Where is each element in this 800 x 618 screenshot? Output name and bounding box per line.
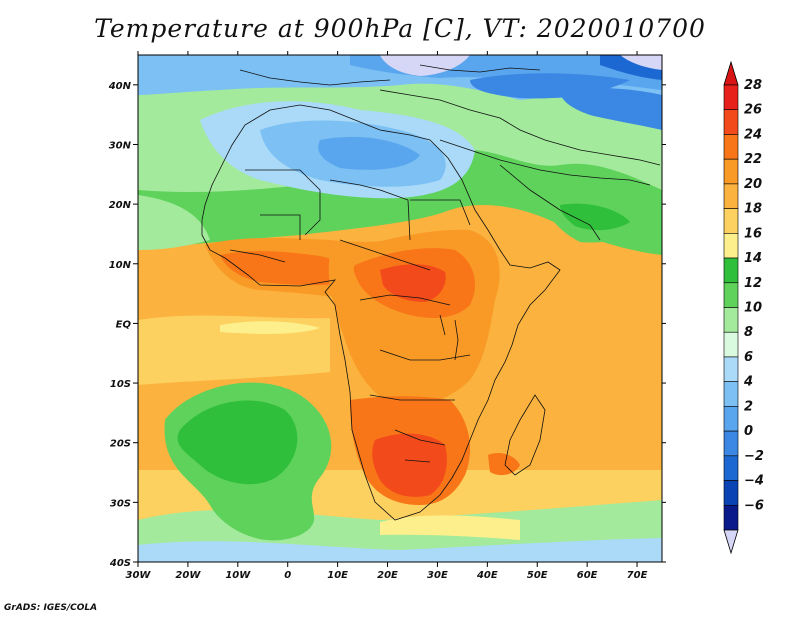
lat-tick-label: 10S: [110, 379, 131, 390]
lon-tick-label: 10E: [327, 570, 348, 581]
colorbar-segment: [723, 504, 739, 531]
colorbar-label: 4: [743, 375, 753, 390]
colorbar-label: 20: [744, 177, 762, 192]
lon-tick-label: 60E: [577, 570, 598, 581]
lon-tick-label: 40E: [476, 570, 498, 581]
credit-text: GrADS: IGES/COLA: [4, 603, 98, 613]
colorbar-segment: [723, 356, 739, 382]
lon-tick-label: 20E: [377, 570, 398, 581]
colorbar-label: 6: [744, 350, 753, 365]
lon-tick-label: 0: [284, 570, 291, 581]
colorbar-label: 22: [744, 152, 762, 167]
latitude-axis: 40N 30N 20N 10N EQ 10S 20S 30S 40S: [108, 81, 666, 569]
colorbar-label: 8: [744, 325, 753, 340]
colorbar-label: −2: [744, 449, 764, 464]
colorbar-segment: [723, 208, 739, 234]
plot-frame: [137, 54, 663, 563]
lat-tick-label: 40S: [109, 558, 131, 569]
colorbar-label: 24: [744, 127, 762, 142]
lat-tick-label: 10N: [109, 260, 132, 271]
lon-tick-label: 70E: [627, 570, 648, 581]
colorbar-segment: [723, 233, 739, 259]
colorbar-label: 14: [744, 251, 762, 266]
colorbar-segment: [723, 84, 739, 111]
colorbar-segment: [723, 183, 739, 209]
colorbar-segment: [723, 134, 739, 160]
colorbar-label: 2: [744, 399, 753, 414]
colorbar-label: 18: [744, 202, 762, 217]
colorbar-label: −4: [744, 474, 764, 489]
colorbar-segment: [723, 331, 739, 358]
colorbar-label: 26: [744, 103, 762, 118]
colorbar-bottom-arrow: [723, 529, 739, 555]
colorbar-label: 12: [744, 276, 762, 291]
lat-tick-label: 20N: [109, 200, 132, 211]
lat-tick-label: EQ: [116, 319, 132, 330]
colorbar-segment: [723, 282, 739, 308]
lon-tick-label: 10W: [225, 570, 251, 581]
colorbar-label: 28: [744, 78, 762, 93]
colorbar-segment: [723, 455, 739, 481]
temperature-field: [138, 55, 662, 562]
longitude-axis: 30W 20W 10W 0 10E 20E 30E 40E 50E 60E 70E: [126, 51, 648, 581]
colorbar-segment: [723, 257, 739, 284]
colorbar-segment: [723, 430, 739, 457]
colorbar-label: 0: [744, 424, 753, 439]
lat-tick-label: 30N: [109, 140, 132, 151]
colorbar-label: 10: [744, 301, 762, 316]
lat-tick-label: 30S: [110, 498, 131, 509]
colorbar-segment: [723, 480, 739, 506]
lon-tick-label: 50E: [527, 570, 548, 581]
colorbar-segment: [723, 109, 739, 135]
coastlines: [201, 64, 661, 521]
colorbar-segment: [723, 381, 739, 407]
colorbar-top-arrow: [723, 60, 739, 86]
lat-tick-label: 20S: [110, 439, 131, 450]
lon-tick-label: 20W: [175, 570, 201, 581]
lon-tick-label: 30E: [427, 570, 448, 581]
lon-tick-label: 30W: [126, 570, 152, 581]
chart-title: Temperature at 900hPa [C], VT: 202001070…: [94, 14, 706, 43]
colorbar-label: −6: [744, 498, 764, 513]
colorbar-label: 16: [744, 226, 762, 241]
lat-tick-label: 40N: [108, 81, 132, 92]
colorbar-segment: [723, 307, 739, 333]
colorbar-segment: [723, 406, 739, 432]
colorbar-segment: [723, 158, 739, 185]
